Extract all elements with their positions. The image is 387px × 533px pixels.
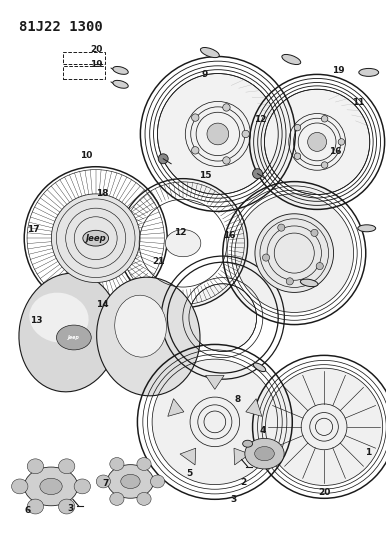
Text: 9: 9 [202,70,208,79]
Polygon shape [168,399,184,416]
Bar [63,52,104,64]
Circle shape [265,368,383,486]
Circle shape [192,114,199,122]
Circle shape [207,123,229,145]
Ellipse shape [255,447,274,461]
Circle shape [321,162,328,168]
Text: 18: 18 [96,189,108,198]
Ellipse shape [58,459,75,474]
Circle shape [294,124,301,131]
Text: 2: 2 [240,478,247,487]
Ellipse shape [115,295,166,357]
Text: 12: 12 [255,115,267,124]
Text: 8: 8 [235,395,241,405]
Text: 19: 19 [90,60,103,69]
Circle shape [338,139,345,145]
Text: 4: 4 [259,426,266,435]
Circle shape [286,278,293,285]
Polygon shape [246,399,262,416]
Circle shape [152,359,277,484]
Ellipse shape [151,475,164,488]
Circle shape [242,130,249,138]
Ellipse shape [243,440,253,447]
Text: Jeep: Jeep [68,335,80,340]
Circle shape [255,214,334,293]
Ellipse shape [57,325,91,350]
Ellipse shape [137,492,151,505]
Text: 10: 10 [80,151,92,160]
Text: 81J22 1300: 81J22 1300 [19,20,103,34]
Ellipse shape [96,475,110,488]
Ellipse shape [300,279,318,287]
Ellipse shape [97,277,200,396]
Ellipse shape [27,499,44,514]
Text: 14: 14 [96,300,108,309]
Ellipse shape [12,479,28,494]
Ellipse shape [83,230,109,246]
Ellipse shape [107,465,154,498]
Text: 12: 12 [174,228,186,237]
Circle shape [51,194,140,282]
Text: 20: 20 [318,488,330,497]
Circle shape [294,153,301,159]
Ellipse shape [58,499,75,514]
Circle shape [192,147,199,154]
Circle shape [223,157,230,164]
Ellipse shape [29,293,89,343]
Ellipse shape [24,467,78,506]
Text: 3: 3 [67,504,74,513]
Circle shape [311,229,318,237]
Text: 17: 17 [27,225,39,234]
Ellipse shape [245,438,284,469]
Text: 3: 3 [231,495,237,504]
Ellipse shape [40,478,62,495]
Text: 21: 21 [152,257,164,266]
Ellipse shape [19,273,119,392]
Circle shape [189,284,257,351]
Ellipse shape [113,80,128,88]
Ellipse shape [358,225,376,232]
Text: Jeep: Jeep [85,233,106,243]
Text: 6: 6 [24,506,31,515]
Circle shape [253,169,262,179]
Text: 13: 13 [31,316,43,325]
Ellipse shape [137,457,151,471]
Text: 16: 16 [223,231,235,240]
Text: 15: 15 [199,171,211,180]
Circle shape [316,263,323,270]
Ellipse shape [200,47,219,58]
Ellipse shape [74,479,91,494]
Circle shape [158,74,278,195]
Circle shape [308,132,327,151]
Ellipse shape [359,68,378,76]
Circle shape [321,116,328,122]
Text: 5: 5 [187,470,193,479]
Text: 7: 7 [102,479,108,488]
Polygon shape [180,448,196,465]
Text: 11: 11 [353,98,365,107]
Circle shape [278,224,285,231]
Ellipse shape [282,54,301,64]
Ellipse shape [110,457,124,471]
Ellipse shape [121,474,140,489]
Circle shape [235,194,354,312]
Text: 19: 19 [332,66,345,75]
Circle shape [158,154,168,164]
Ellipse shape [165,230,201,257]
Bar [63,67,104,79]
Ellipse shape [27,459,44,474]
Text: 20: 20 [91,45,103,54]
Circle shape [264,89,370,195]
Polygon shape [205,375,224,389]
Text: 1: 1 [365,448,372,457]
Ellipse shape [253,363,266,372]
Circle shape [262,254,270,261]
Text: 16: 16 [329,147,342,156]
Polygon shape [234,448,250,465]
Circle shape [223,104,230,111]
Ellipse shape [113,67,128,75]
Ellipse shape [110,492,124,505]
